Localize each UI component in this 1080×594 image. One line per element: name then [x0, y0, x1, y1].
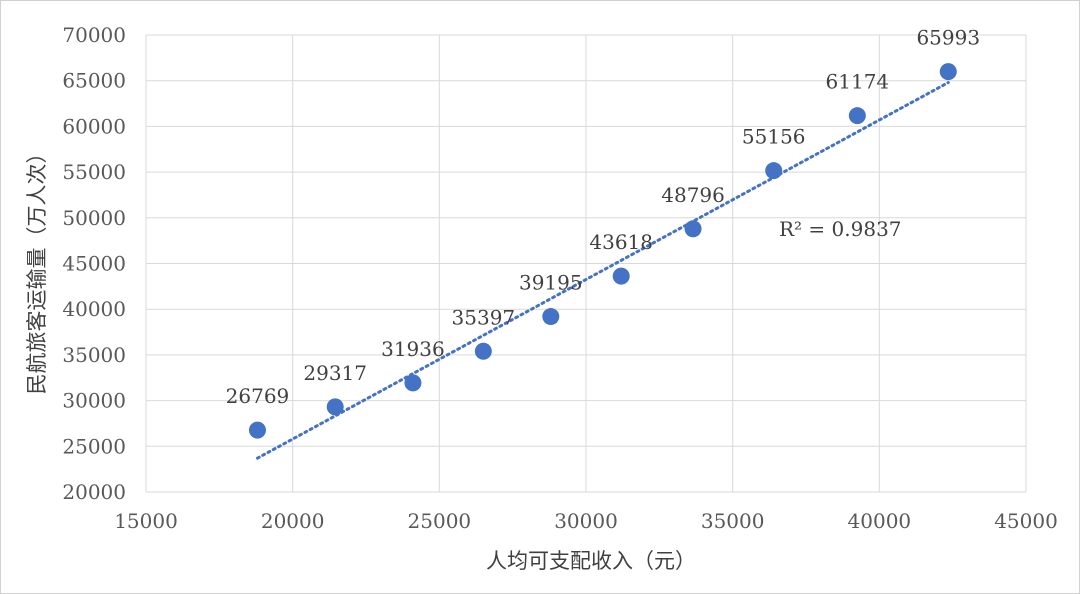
x-axis-ticks: 15000 20000 25000 30000 35000 40000 45000 [114, 509, 1058, 533]
data-points [248, 63, 957, 439]
data-point-3 [474, 342, 492, 360]
x-tick-label-1: 20000 [261, 509, 325, 533]
y-tick-label-1: 25000 [62, 434, 126, 458]
y-tick-label-2: 30000 [62, 389, 126, 413]
data-point-5 [612, 267, 630, 285]
data-label-8: 61174 [826, 70, 890, 94]
trendline [255, 81, 950, 460]
data-point-6 [684, 220, 702, 238]
y-tick-label-6: 50000 [62, 206, 126, 230]
data-point-7 [765, 162, 783, 180]
y-tick-label-9: 65000 [62, 69, 126, 93]
data-label-4: 39195 [519, 271, 583, 295]
x-tick-label-4: 35000 [701, 509, 765, 533]
data-point-2 [404, 374, 422, 392]
y-tick-label-0: 20000 [62, 480, 126, 504]
data-label-0: 26769 [226, 384, 290, 408]
data-label-9: 65993 [916, 26, 980, 50]
x-tick-label-0: 15000 [114, 509, 178, 533]
data-label-3: 35397 [452, 305, 516, 329]
data-point-8 [848, 107, 866, 125]
trendline-group [255, 81, 950, 460]
data-point-1 [326, 398, 344, 416]
y-axis-ticks: 20000 25000 30000 35000 40000 45000 50000 55000… [62, 23, 126, 504]
y-tick-label-10: 70000 [62, 23, 126, 47]
y-tick-label-8: 60000 [62, 114, 126, 138]
x-tick-label-5: 40000 [848, 509, 912, 533]
x-tick-label-3: 30000 [554, 509, 618, 533]
data-label-1: 29317 [303, 361, 367, 385]
data-label-5: 43618 [589, 230, 653, 254]
y-tick-label-4: 40000 [62, 297, 126, 321]
y-tick-label-5: 45000 [62, 252, 126, 276]
r-squared-label: R² = 0.9837 [779, 217, 902, 241]
data-label-2: 31936 [381, 337, 445, 361]
x-tick-label-2: 25000 [408, 509, 472, 533]
y-tick-label-7: 55000 [62, 160, 126, 184]
data-label-7: 55156 [742, 125, 806, 149]
data-point-4 [542, 308, 560, 326]
x-tick-label-6: 45000 [994, 509, 1058, 533]
data-point-0 [248, 421, 266, 439]
gridlines [145, 34, 1027, 493]
y-axis-title: 民航旅客运输量（万人次） [25, 143, 49, 395]
x-axis-title: 人均可支配收入（元） [486, 549, 696, 573]
y-tick-label-3: 35000 [62, 343, 126, 367]
data-label-6: 48796 [661, 183, 725, 207]
data-point-9 [939, 63, 957, 81]
